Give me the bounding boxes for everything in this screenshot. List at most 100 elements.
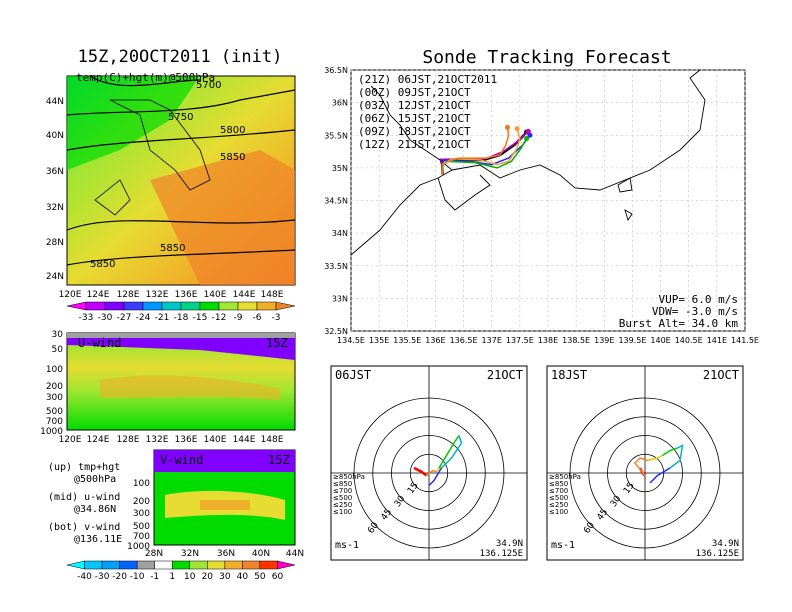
lon-tick-label: 124E: [87, 290, 110, 300]
colorbar-label: -15: [193, 313, 208, 323]
lon-tick-label: 137E: [482, 336, 502, 345]
level-legend: ≤850: [549, 480, 568, 488]
launch-label-00z: (00Z) 09JST,21OCT: [358, 86, 471, 99]
colorbar-swatch: [256, 301, 277, 311]
lon-tick-label: 141E: [707, 336, 727, 345]
colorbar-swatch: [161, 301, 182, 311]
colorbar-label: -12: [212, 313, 227, 323]
contour-label: 5850: [160, 243, 185, 254]
lon-tick-label: 136E: [175, 290, 198, 300]
colorbar-label: -30: [98, 313, 113, 323]
level-legend: ≤250: [549, 501, 568, 509]
colorbar-label: -6: [253, 313, 262, 323]
hodograph-ring: [607, 435, 683, 511]
lat-tick-label: 40N: [252, 549, 270, 559]
lon-tick-label: 138E: [538, 336, 558, 345]
track-endpoint: [504, 124, 510, 130]
center-lat: 34.9N: [712, 539, 739, 549]
hodograph-ring: [409, 453, 449, 493]
v-wind-panel: V-wind 15Z: [153, 449, 296, 546]
level-legend: ≥850hPa: [549, 473, 581, 481]
hodograph-segment: [413, 466, 428, 477]
colorbar-label: -3: [272, 313, 281, 323]
lat-tick-label: 35N: [332, 164, 348, 173]
lon-tick-label: 144E: [233, 290, 256, 300]
hodograph-segment: [633, 457, 648, 476]
colorbar-swatch: [171, 560, 191, 570]
left-title: 15Z,20OCT2011 (init): [78, 47, 283, 67]
v-wind-lat-ticks: 28N 32N 36N 40N 44N: [145, 549, 304, 559]
colorbar-swatch: [84, 560, 103, 570]
lon-tick-label: 132E: [146, 435, 169, 445]
hodograph-date: 21OCT: [487, 368, 523, 382]
track-line: [441, 127, 510, 175]
legend-line: @136.11E: [74, 534, 122, 545]
launch-label-03z: (03Z) 12JST,21OCT: [358, 99, 471, 112]
u-wind-lon-ticks: 120E 124E 128E 132E 136E 140E 144E 148E: [59, 435, 284, 445]
colorbar-label: -1: [150, 572, 159, 582]
lat-tick-label: 44N: [286, 549, 304, 559]
lat-tick-label: 33N: [332, 294, 348, 303]
lat-tick-label: 44N: [46, 97, 64, 107]
pressure-tick-label: 300: [133, 509, 150, 519]
contour-label: 5800: [220, 125, 245, 136]
hodograph-ring: [391, 435, 467, 511]
legend-line: @500hPa: [74, 474, 116, 485]
track-endpoint: [527, 132, 533, 138]
pressure-tick-label: 50: [52, 345, 64, 355]
launch-label-21z: (21Z) 06JST,21OCT2011: [358, 73, 497, 86]
colorbar-label: 1: [169, 572, 175, 582]
pressure-tick-label: 100: [133, 479, 150, 489]
colorbar-label: -40: [77, 572, 92, 582]
lon-tick-label: 134.5E: [337, 336, 365, 345]
colorbar-swatch: [142, 301, 163, 311]
lon-tick-label: 136.5E: [450, 336, 478, 345]
unit-label: ms-1: [551, 540, 575, 551]
colorbar-swatch: [207, 560, 226, 570]
pressure-tick-label: 700: [46, 417, 63, 427]
lat-tick-label: 36.5N: [324, 66, 348, 75]
pressure-tick-label: 500: [133, 522, 150, 532]
colorbar-swatch: [189, 560, 208, 570]
pressure-tick-label: 30: [52, 330, 64, 340]
param-vup: VUP= 6.0 m/s: [659, 293, 738, 306]
lat-tick-label: 40N: [46, 131, 64, 141]
colorbar-swatch: [237, 301, 258, 311]
pressure-tick-label: 1000: [127, 542, 150, 552]
lon-tick-label: 135E: [369, 336, 389, 345]
center-lon: 136.125E: [480, 549, 523, 559]
colorbar-label: -27: [117, 313, 132, 323]
track-map: [350, 69, 746, 332]
center-lat: 34.9N: [496, 539, 523, 549]
wind-colorbar: -40 -30 -20 -10 -1 1 10 20 30 40 50 60: [66, 560, 296, 582]
contour-label: 5700: [196, 80, 221, 91]
temp-map: 5700 5750 5800 5850 5850 5850 temp(C)+hg…: [66, 71, 296, 286]
colorbar-label: -33: [79, 313, 94, 323]
temp-map-lat-ticks: 44N 40N 36N 32N 28N 24N: [46, 97, 64, 282]
hodograph-ring: [588, 416, 702, 530]
colorbar-label: 30: [219, 572, 231, 582]
launch-legend: (21Z) 06JST,21OCT2011 (00Z) 09JST,21OCT …: [358, 73, 497, 151]
unit-label: ms-1: [335, 540, 359, 551]
hodograph-segment: [440, 435, 463, 469]
lat-tick-label: 33.5N: [324, 262, 348, 271]
center-lon: 136.125E: [696, 549, 739, 559]
hodograph-segment: [649, 467, 671, 484]
lon-tick-label: 136E: [175, 435, 198, 445]
colorbar-label: -20: [112, 572, 127, 582]
v-wind-time: 15Z: [268, 453, 290, 467]
hodograph-ring: [625, 453, 665, 493]
colorbar-swatch: [66, 301, 87, 311]
pressure-tick-label: 700: [133, 532, 150, 542]
lat-tick-label: 36N: [46, 167, 64, 177]
hodograph-time: 06JST: [335, 368, 371, 382]
contour-label: 5750: [168, 112, 193, 123]
lon-tick-label: 138.5E: [562, 336, 590, 345]
track-endpoint: [524, 136, 530, 142]
track-endpoint: [525, 128, 531, 134]
